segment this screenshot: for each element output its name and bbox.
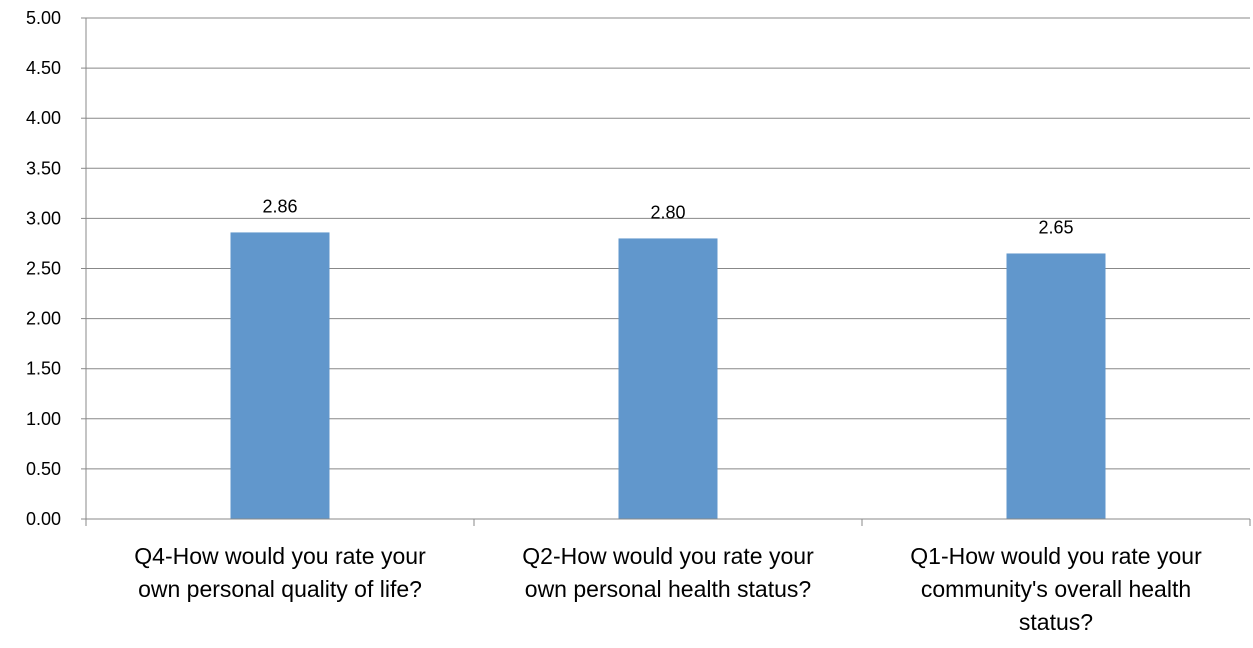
x-category-label: Q1-How would you rate your community's ov… bbox=[910, 543, 1202, 635]
y-tick-label: 1.50 bbox=[26, 359, 61, 379]
data-label: 2.80 bbox=[650, 202, 685, 222]
bars bbox=[230, 232, 1106, 520]
y-tick-label: 3.50 bbox=[26, 158, 61, 178]
y-tick-label: 3.00 bbox=[26, 208, 61, 228]
data-labels: 2.86 2.80 2.65 bbox=[262, 196, 1073, 237]
bar bbox=[230, 232, 330, 520]
y-tick-label: 0.00 bbox=[26, 509, 61, 529]
bar bbox=[618, 238, 718, 519]
data-label: 2.65 bbox=[1038, 217, 1073, 237]
y-tick-label: 2.00 bbox=[26, 309, 61, 329]
x-category-label: Q2-How would you rate your own personal h… bbox=[522, 543, 814, 602]
y-tick-label: 5.00 bbox=[26, 8, 61, 28]
x-axis-categories: Q4-How would you rate your own personal q… bbox=[134, 543, 1202, 635]
bar bbox=[1006, 253, 1106, 519]
y-tick-label: 4.00 bbox=[26, 108, 61, 128]
y-tick-label: 0.50 bbox=[26, 459, 61, 479]
x-category-label: Q4-How would you rate your own personal q… bbox=[134, 543, 426, 602]
axes bbox=[85, 18, 1251, 526]
y-tick-label: 2.50 bbox=[26, 259, 61, 279]
y-tick-label: 4.50 bbox=[26, 58, 61, 78]
data-label: 2.86 bbox=[262, 196, 297, 216]
y-tick-label: 1.00 bbox=[26, 409, 61, 429]
y-axis-ticks: 0.00 0.50 1.00 1.50 2.00 2.50 3.00 3.50 4.00 4.50… bbox=[26, 8, 86, 529]
